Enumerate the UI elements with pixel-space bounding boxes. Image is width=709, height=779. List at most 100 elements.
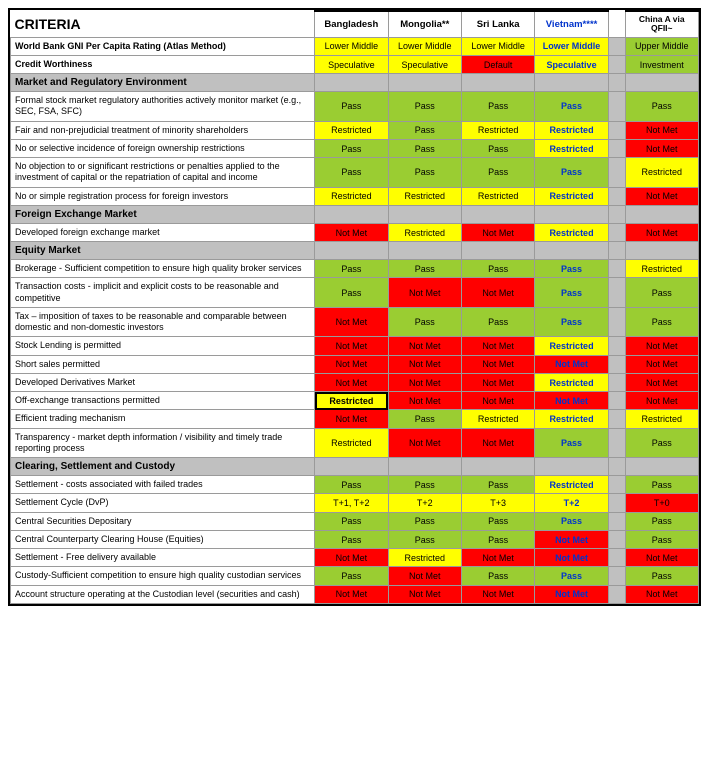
criteria-label: Tax – imposition of taxes to be reasonab… [11, 307, 315, 337]
status-cell: Pass [388, 158, 461, 188]
status-cell: Pass [315, 92, 388, 122]
status-cell-china: Pass [625, 92, 698, 122]
criteria-label: Central Securities Depositary [11, 512, 315, 530]
criteria-label: No or selective incidence of foreign own… [11, 139, 315, 157]
table-row: Developed Derivatives MarketNot MetNot M… [11, 373, 699, 391]
table-row: No objection to or significant restricti… [11, 158, 699, 188]
table-row: Transparency - market depth information … [11, 428, 699, 458]
table-row: Clearing, Settlement and Custody [11, 458, 699, 476]
status-cell: Not Met [461, 549, 534, 567]
status-cell: Pass [535, 92, 608, 122]
status-cell: Not Met [461, 337, 534, 355]
status-cell: T+3 [461, 494, 534, 512]
status-cell: Not Met [535, 392, 608, 410]
criteria-label: No objection to or significant restricti… [11, 158, 315, 188]
status-cell: Pass [461, 307, 534, 337]
table-row: Settlement - Free delivery availableNot … [11, 549, 699, 567]
criteria-label: Custody-Sufficient competition to ensure… [11, 567, 315, 585]
table-row: Transaction costs - implicit and explici… [11, 278, 699, 308]
status-cell-china: Restricted [625, 260, 698, 278]
status-cell: Restricted [461, 187, 534, 205]
criteria-label: Credit Worthiness [11, 55, 315, 73]
criteria-header: CRITERIA [11, 11, 315, 37]
col-vietnam: Vietnam**** [535, 11, 608, 37]
status-cell-china: Not Met [625, 223, 698, 241]
status-cell-china: Not Met [625, 121, 698, 139]
status-cell: Pass [315, 260, 388, 278]
status-cell: Lower Middle [388, 37, 461, 55]
criteria-label: Efficient trading mechanism [11, 410, 315, 428]
status-cell: Pass [535, 428, 608, 458]
criteria-label: Brokerage - Sufficient competition to en… [11, 260, 315, 278]
section-header: Foreign Exchange Market [11, 205, 315, 223]
status-cell: Not Met [388, 337, 461, 355]
status-cell-china: Pass [625, 530, 698, 548]
status-cell: Restricted [388, 223, 461, 241]
status-cell-china: Pass [625, 278, 698, 308]
status-cell: Pass [461, 260, 534, 278]
status-cell: Not Met [315, 549, 388, 567]
status-cell: Restricted [535, 223, 608, 241]
status-cell-china: Pass [625, 512, 698, 530]
criteria-label: Formal stock market regulatory authoriti… [11, 92, 315, 122]
status-cell: Not Met [388, 278, 461, 308]
status-cell: Pass [388, 512, 461, 530]
status-cell-china: Not Met [625, 373, 698, 391]
status-cell: Pass [461, 530, 534, 548]
status-cell: Pass [315, 158, 388, 188]
table-body: World Bank GNI Per Capita Rating (Atlas … [11, 37, 699, 603]
criteria-label: Settlement - Free delivery available [11, 549, 315, 567]
status-cell: Pass [535, 278, 608, 308]
status-cell: Restricted [535, 121, 608, 139]
table-row: Account structure operating at the Custo… [11, 585, 699, 603]
status-cell: Speculative [535, 55, 608, 73]
status-cell: Lower Middle [461, 37, 534, 55]
table-row: Short sales permittedNot MetNot MetNot M… [11, 355, 699, 373]
status-cell: Speculative [388, 55, 461, 73]
status-cell-china: Investment [625, 55, 698, 73]
status-cell: Default [461, 55, 534, 73]
status-cell: Pass [315, 139, 388, 157]
status-cell: T+1, T+2 [315, 494, 388, 512]
table-row: Custody-Sufficient competition to ensure… [11, 567, 699, 585]
status-cell: Not Met [535, 585, 608, 603]
status-cell: Restricted [535, 410, 608, 428]
status-cell: Restricted [315, 428, 388, 458]
status-cell-china: Not Met [625, 337, 698, 355]
status-cell: Pass [315, 476, 388, 494]
col-spacer [608, 11, 625, 37]
status-cell: Not Met [315, 307, 388, 337]
status-cell-china: Upper Middle [625, 37, 698, 55]
header-row: CRITERIA Bangladesh Mongolia** Sri Lanka… [11, 11, 699, 37]
status-cell: Restricted [535, 187, 608, 205]
col-srilanka: Sri Lanka [461, 11, 534, 37]
status-cell: Not Met [461, 278, 534, 308]
criteria-table-container: CRITERIA Bangladesh Mongolia** Sri Lanka… [8, 8, 701, 606]
status-cell: Pass [315, 530, 388, 548]
status-cell: Not Met [388, 428, 461, 458]
criteria-label: Transaction costs - implicit and explici… [11, 278, 315, 308]
status-cell: Pass [461, 567, 534, 585]
status-cell: Not Met [535, 549, 608, 567]
criteria-label: Fair and non-prejudicial treatment of mi… [11, 121, 315, 139]
status-cell: Pass [461, 512, 534, 530]
table-row: World Bank GNI Per Capita Rating (Atlas … [11, 37, 699, 55]
status-cell: Not Met [461, 373, 534, 391]
status-cell: Pass [388, 476, 461, 494]
table-row: Settlement Cycle (DvP)T+1, T+2T+2T+3T+2T… [11, 494, 699, 512]
status-cell: Pass [315, 278, 388, 308]
criteria-label: Central Counterparty Clearing House (Equ… [11, 530, 315, 548]
status-cell: Pass [535, 158, 608, 188]
status-cell: Restricted [388, 187, 461, 205]
status-cell: Speculative [315, 55, 388, 73]
col-china: China A via QFII~ [625, 11, 698, 37]
table-row: Off-exchange transactions permittedRestr… [11, 392, 699, 410]
table-row: Foreign Exchange Market [11, 205, 699, 223]
status-cell: Lower Middle [315, 37, 388, 55]
table-row: Efficient trading mechanismNot MetPassRe… [11, 410, 699, 428]
status-cell: Not Met [315, 337, 388, 355]
status-cell-china: Not Met [625, 549, 698, 567]
status-cell: Not Met [461, 392, 534, 410]
table-row: No or selective incidence of foreign own… [11, 139, 699, 157]
table-row: Formal stock market regulatory authoriti… [11, 92, 699, 122]
